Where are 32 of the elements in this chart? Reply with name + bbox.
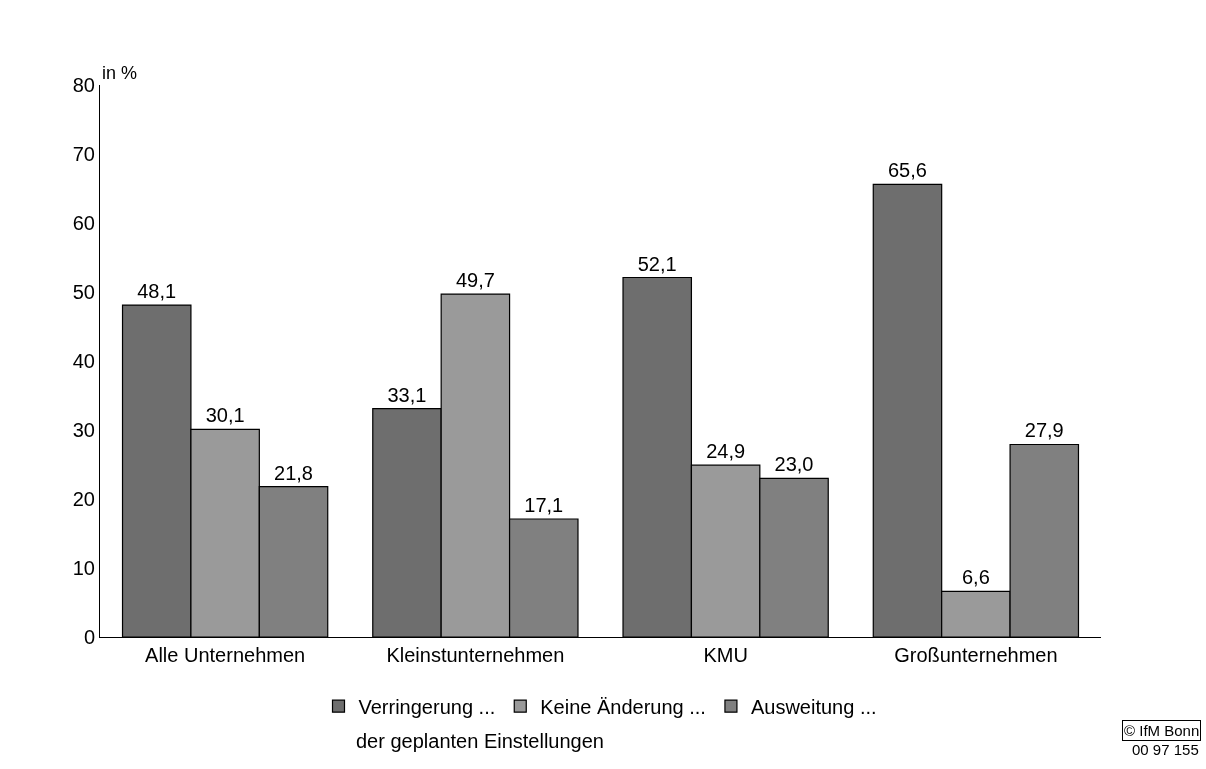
text: © IfM Bonn [1124,722,1200,739]
legend-label: Ausweitung ... [750,695,877,718]
data-label: 27,9 [1024,419,1064,442]
data-label: 24,9 [706,440,746,463]
y-tick-label: 60 [72,212,95,234]
x-tick-label: Kleinstunternehmen [386,644,565,666]
data-label: 21,8 [274,461,313,484]
data-label: 30,1 [205,404,245,427]
y-tick-label: 50 [72,281,95,303]
x-tick-label: Großunternehmen [894,644,1058,666]
y-tick-label: 40 [72,350,95,372]
y-axis-title: in % [102,63,138,83]
data-label: 49,7 [455,269,495,292]
data-label: 48,1 [137,280,177,303]
data-label: 17,1 [524,494,564,517]
y-tick-label: 0 [83,626,95,648]
text: der geplanten Einstellungen [356,730,604,752]
y-tick-label: 30 [72,419,95,441]
y-tick-label: 80 [72,74,95,96]
data-label: 33,1 [387,383,427,406]
legend-label: Keine Änderung ... [540,695,706,718]
y-tick-label: 20 [72,488,95,510]
x-tick-label: Alle Unternehmen [145,644,306,666]
y-tick-label: 10 [72,557,95,579]
legend-label: Verringerung ... [358,695,496,718]
y-tick-label: 70 [72,143,95,165]
data-label: 6,6 [961,566,990,589]
data-label: 52,1 [637,252,677,275]
x-tick-label: KMU [703,644,748,666]
data-label: 23,0 [774,453,814,476]
data-label: 65,6 [888,159,927,182]
text: 00 97 155 [1132,741,1199,758]
